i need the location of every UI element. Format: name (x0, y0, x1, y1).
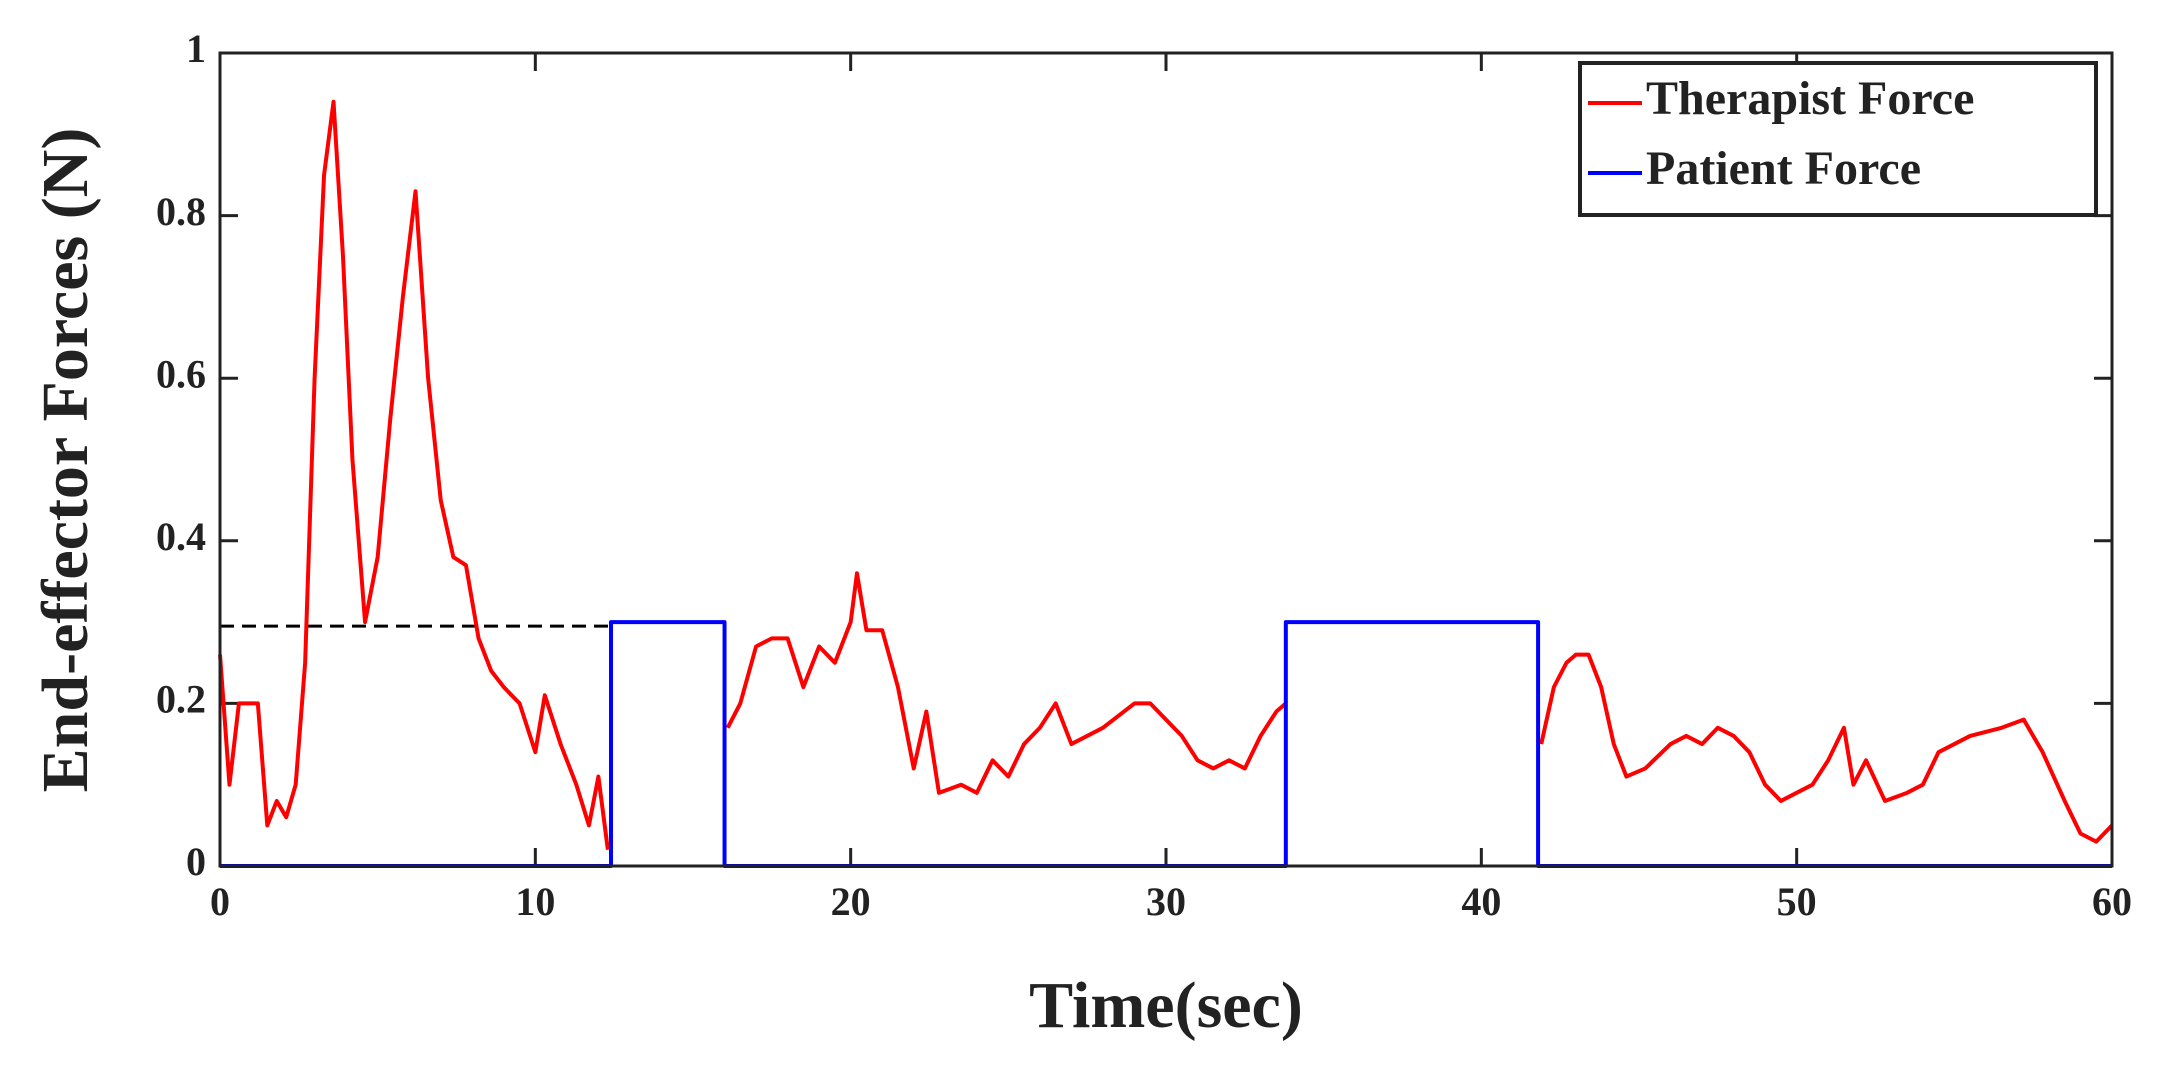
x-tick-label: 50 (1777, 879, 1817, 924)
legend-label: Therapist Force (1646, 72, 1974, 125)
legend-label: Patient Force (1646, 142, 1921, 195)
series-line (220, 620, 2112, 868)
y-tick-label: 0.4 (156, 514, 206, 559)
x-tick-label: 30 (1146, 879, 1186, 924)
y-tick-label: 0.2 (156, 677, 206, 722)
x-tick-label: 10 (515, 879, 555, 924)
y-tick-label: 0.6 (156, 351, 206, 396)
y-tick-label: 0 (186, 839, 206, 884)
y-tick-label: 0.8 (156, 189, 206, 234)
x-tick-label: 60 (2092, 879, 2132, 924)
plot-frame (218, 51, 2114, 868)
legend-box (1578, 61, 2098, 217)
x-tick-label: 40 (1461, 879, 1501, 924)
y-tick-label: 1 (186, 26, 206, 71)
y-axis-label: End-effector Forces (N) (29, 128, 102, 793)
x-tick-label: 20 (831, 879, 871, 924)
x-tick-label: 0 (210, 879, 230, 924)
x-axis-label: Time(sec) (1029, 969, 1303, 1042)
series-line (218, 99, 2114, 850)
